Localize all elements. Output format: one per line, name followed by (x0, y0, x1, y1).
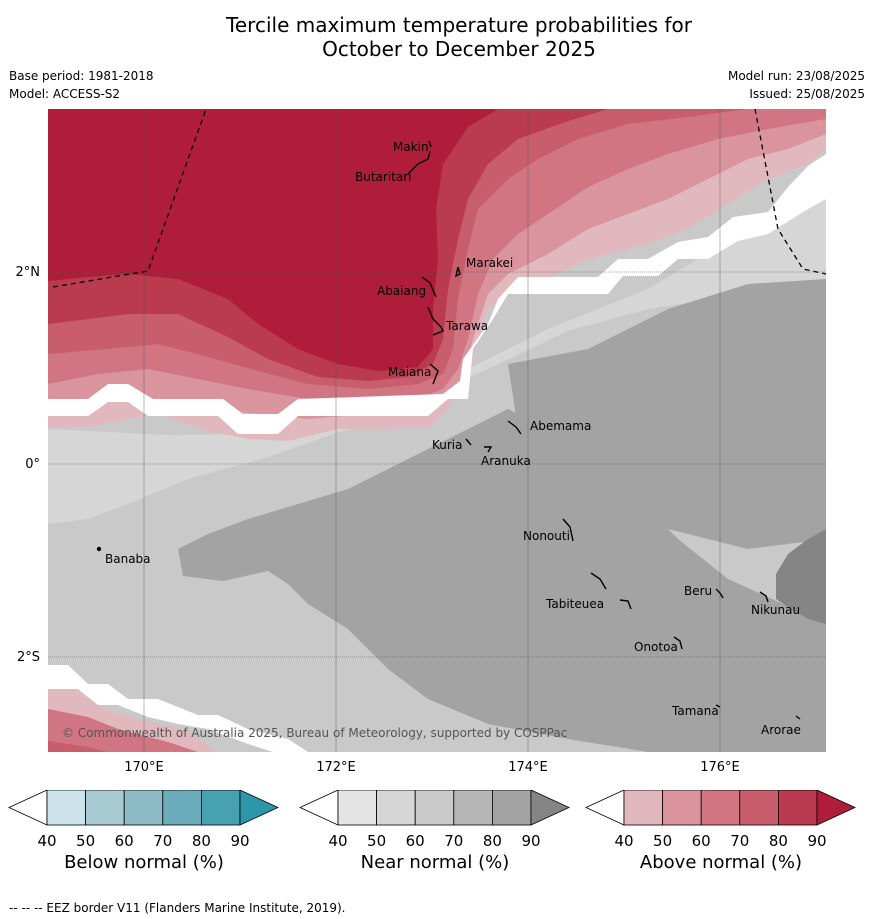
place-label-abemama: Abemama (530, 419, 592, 433)
colorbar-under-triangle (8, 789, 48, 826)
colorbar-segment (85, 789, 125, 826)
colorbar-tick-label: 60 (114, 832, 134, 850)
colorbar-near-normal-ticks: 40 50 60 70 80 90 (299, 830, 571, 850)
colorbar-tick-label: 40 (328, 832, 348, 850)
colorbar-segment (777, 789, 818, 826)
colorbar-tick-label: 90 (807, 832, 827, 850)
island-outlines (96, 140, 801, 720)
place-label-onotoa: Onotoa (634, 640, 678, 654)
eez-footer-note: -- -- -- EEZ border V11 (Flanders Marine… (9, 901, 346, 915)
colorbar-below-normal: 40 50 60 70 80 90 Below normal (%) (8, 789, 280, 890)
colorbar-segment (376, 789, 416, 826)
place-label-abaiang: Abaiang (377, 284, 427, 298)
colorbar-above-normal: 40 50 60 70 80 90 Above normal (%) (585, 789, 857, 890)
colorbar-tick-label: 50 (367, 832, 387, 850)
colorbar-segment (739, 789, 779, 826)
probability-map (48, 109, 826, 752)
colorbar-under-triangle (585, 789, 625, 826)
colorbar-tick-label: 40 (37, 832, 57, 850)
colorbar-over-triangle (816, 789, 856, 826)
place-label-tamana: Tamana (672, 704, 719, 718)
colorbar-tick-label: 40 (614, 832, 634, 850)
white-gap-band-south (48, 665, 308, 752)
lat-label-2n: 2°N (15, 265, 41, 280)
place-label-tabiteuea: Tabiteuea (546, 597, 605, 611)
colorbar-under-triangle (299, 789, 339, 826)
copyright-credit: © Commonwealth of Australia 2025, Bureau… (62, 726, 568, 740)
colorbar-tick-label: 50 (653, 832, 673, 850)
near-normal-70-region (178, 409, 826, 752)
place-label-aranuka: Aranuka (481, 454, 531, 468)
colorbar-tick-label: 90 (230, 832, 250, 850)
colorbar-tick-label: 80 (482, 832, 502, 850)
map-title-line2: October to December 2025 (322, 37, 596, 61)
lon-label-176e: 176°E (700, 760, 740, 775)
eez-border (52, 109, 826, 288)
sw-above-normal-70 (48, 741, 108, 752)
graticule (48, 271, 826, 658)
colorbar-segment (491, 789, 532, 826)
colorbar-segment (337, 789, 377, 826)
colorbar-near-normal-svg (299, 789, 570, 826)
colorbar-tick-label: 80 (768, 832, 788, 850)
colorbar-segment (46, 789, 86, 826)
place-label-kuria: Kuria (432, 438, 463, 452)
place-label-marakei: Marakei (466, 256, 514, 270)
colorbar-over-triangle (239, 789, 279, 826)
colorbar-below-normal-title: Below normal (%) (64, 852, 224, 873)
colorbar-over-triangle (530, 789, 570, 826)
issued-date: Issued: 25/08/2025 (749, 87, 865, 101)
colorbar-segment (662, 789, 702, 826)
colorbar-tick-label: 60 (405, 832, 425, 850)
colorbar-below-normal-svg (8, 789, 279, 826)
colorbar-tick-label: 70 (730, 832, 750, 850)
colorbar-segment (123, 789, 164, 826)
colorbar-tick-label: 90 (521, 832, 541, 850)
colorbar-segment (453, 789, 493, 826)
colorbar-tick-label: 70 (444, 832, 464, 850)
colorbar-tick-label: 60 (691, 832, 711, 850)
lon-label-172e: 172°E (316, 760, 356, 775)
place-label-tarawa: Tarawa (446, 319, 489, 333)
colorbar-segment (700, 789, 741, 826)
near-normal-70-east (508, 279, 826, 549)
lat-label-0: 0° (25, 457, 40, 472)
place-label-arorae: Arorae (761, 723, 801, 737)
model-name: Model: ACCESS-S2 (9, 87, 121, 101)
place-label-nonouti: Nonouti (523, 529, 570, 543)
colorbar-above-normal-ticks: 40 50 60 70 80 90 (585, 830, 857, 850)
place-label-makin: Makin (393, 140, 429, 154)
colorbar-tick-label: 50 (76, 832, 96, 850)
colorbar-below-normal-ticks: 40 50 60 70 80 90 (8, 830, 280, 850)
above-normal-90-region (48, 109, 498, 371)
base-period: Base period: 1981-2018 (9, 69, 154, 83)
map-title-line1: Tercile maximum temperature probabilitie… (226, 13, 692, 37)
place-label-banaba: Banaba (105, 552, 151, 566)
lat-label-2s: 2°S (16, 650, 40, 665)
sw-above-normal-60 (48, 709, 198, 752)
colorbar-above-normal-svg (585, 789, 856, 826)
place-label-beru: Beru (684, 584, 713, 598)
colorbar-segment (200, 789, 241, 826)
near-normal-80-region (776, 529, 826, 624)
model-run: Model run: 23/08/2025 (727, 69, 865, 83)
place-label-butaritari: Butaritari (355, 170, 412, 184)
colorbar-above-normal-title: Above normal (%) (639, 852, 803, 873)
map-canvas (48, 109, 826, 752)
colorbar-near-normal: 40 50 60 70 80 90 Near normal (%) (299, 789, 571, 890)
colorbar-near-normal-title: Near normal (%) (360, 852, 510, 873)
colorbar-tick-label: 70 (153, 832, 173, 850)
colorbar-segment (623, 789, 663, 826)
colorbar-tick-label: 80 (191, 832, 211, 850)
place-label-maiana: Maiana (388, 365, 432, 379)
colorbar-segment (162, 789, 202, 826)
lon-label-174e: 174°E (508, 760, 548, 775)
lon-label-170e: 170°E (124, 760, 164, 775)
colorbar-segment (414, 789, 455, 826)
place-label-nikunau: Nikunau (751, 603, 801, 617)
